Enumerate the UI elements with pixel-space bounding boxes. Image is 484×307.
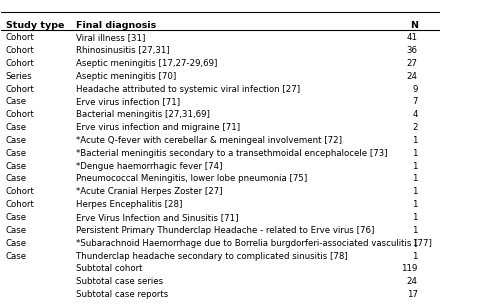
Text: Case: Case [6, 149, 27, 158]
Text: Cohort: Cohort [6, 110, 34, 119]
Text: Erve virus infection and migraine [71]: Erve virus infection and migraine [71] [76, 123, 240, 132]
Text: Case: Case [6, 161, 27, 171]
Text: 24: 24 [406, 277, 417, 286]
Text: Viral illness [31]: Viral illness [31] [76, 33, 145, 42]
Text: 17: 17 [406, 290, 417, 299]
Text: Cohort: Cohort [6, 59, 34, 68]
Text: Cohort: Cohort [6, 200, 34, 209]
Text: 1: 1 [411, 149, 417, 158]
Text: 1: 1 [411, 187, 417, 196]
Text: Aseptic meningitis [70]: Aseptic meningitis [70] [76, 72, 176, 81]
Text: Persistent Primary Thunderclap Headache - related to Erve virus [76]: Persistent Primary Thunderclap Headache … [76, 226, 374, 235]
Text: Headache attributed to systemic viral infection [27]: Headache attributed to systemic viral in… [76, 84, 300, 94]
Text: Study type: Study type [6, 21, 64, 29]
Text: Pneumococcal Meningitis, lower lobe pneumonia [75]: Pneumococcal Meningitis, lower lobe pneu… [76, 174, 306, 184]
Text: 1: 1 [411, 136, 417, 145]
Text: 1: 1 [411, 161, 417, 171]
Text: *Bacterial meningitis secondary to a transethmoidal encephalocele [73]: *Bacterial meningitis secondary to a tra… [76, 149, 387, 158]
Text: Cohort: Cohort [6, 33, 34, 42]
Text: Bacterial meningitis [27,31,69]: Bacterial meningitis [27,31,69] [76, 110, 210, 119]
Text: Erve Virus Infection and Sinusitis [71]: Erve Virus Infection and Sinusitis [71] [76, 213, 238, 222]
Text: *Acute Q-fever with cerebellar & meningeal involvement [72]: *Acute Q-fever with cerebellar & meninge… [76, 136, 341, 145]
Text: Case: Case [6, 136, 27, 145]
Text: Case: Case [6, 123, 27, 132]
Text: 1: 1 [411, 200, 417, 209]
Text: 41: 41 [406, 33, 417, 42]
Text: Cohort: Cohort [6, 46, 34, 55]
Text: Case: Case [6, 251, 27, 261]
Text: Erve virus infection [71]: Erve virus infection [71] [76, 97, 180, 107]
Text: *Acute Cranial Herpes Zoster [27]: *Acute Cranial Herpes Zoster [27] [76, 187, 222, 196]
Text: 1: 1 [411, 213, 417, 222]
Text: 1: 1 [411, 226, 417, 235]
Text: 24: 24 [406, 72, 417, 81]
Text: Case: Case [6, 239, 27, 248]
Text: Cohort: Cohort [6, 84, 34, 94]
Text: Case: Case [6, 174, 27, 184]
Text: 9: 9 [411, 84, 417, 94]
Text: 4: 4 [411, 110, 417, 119]
Text: 1: 1 [411, 251, 417, 261]
Text: Series: Series [6, 72, 32, 81]
Text: Final diagnosis: Final diagnosis [76, 21, 156, 29]
Text: Case: Case [6, 97, 27, 107]
Text: Herpes Encephalitis [28]: Herpes Encephalitis [28] [76, 200, 182, 209]
Text: Case: Case [6, 226, 27, 235]
Text: Cohort: Cohort [6, 187, 34, 196]
Text: Subtotal case series: Subtotal case series [76, 277, 163, 286]
Text: 2: 2 [411, 123, 417, 132]
Text: 1: 1 [411, 239, 417, 248]
Text: *Subarachnoid Haemorrhage due to Borrelia burgdorferi-associated vasculitis [77]: *Subarachnoid Haemorrhage due to Borreli… [76, 239, 431, 248]
Text: 27: 27 [406, 59, 417, 68]
Text: Subtotal case reports: Subtotal case reports [76, 290, 168, 299]
Text: *Dengue haemorrhagic fever [74]: *Dengue haemorrhagic fever [74] [76, 161, 222, 171]
Text: Subtotal cohort: Subtotal cohort [76, 264, 142, 274]
Text: Thunderclap headache secondary to complicated sinusitis [78]: Thunderclap headache secondary to compli… [76, 251, 347, 261]
Text: 1: 1 [411, 174, 417, 184]
Text: Aseptic meningitis [17,27-29,69]: Aseptic meningitis [17,27-29,69] [76, 59, 217, 68]
Text: N: N [409, 21, 417, 29]
Text: 7: 7 [411, 97, 417, 107]
Text: Case: Case [6, 213, 27, 222]
Text: 36: 36 [406, 46, 417, 55]
Text: Rhinosinusitis [27,31]: Rhinosinusitis [27,31] [76, 46, 169, 55]
Text: 119: 119 [401, 264, 417, 274]
